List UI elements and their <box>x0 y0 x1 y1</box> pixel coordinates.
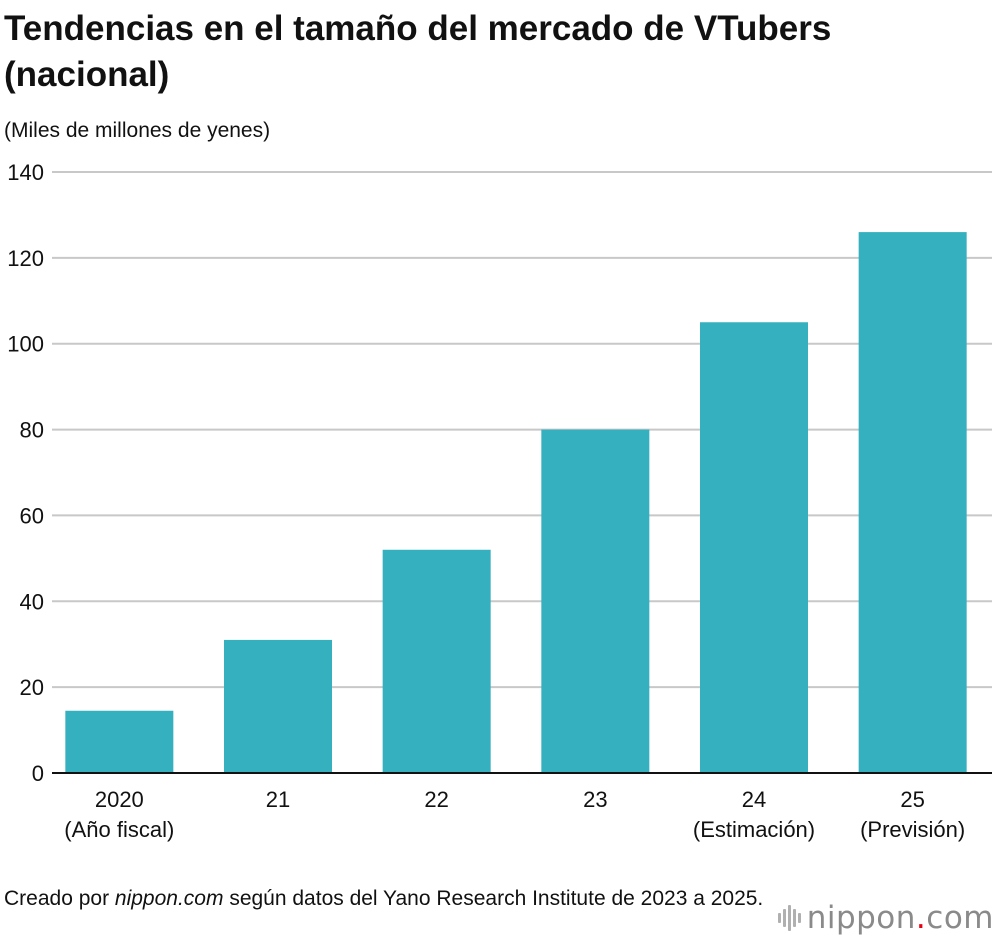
bar-3 <box>541 429 650 773</box>
y-tick-label: 0 <box>32 761 44 786</box>
x-tick-label: 24 <box>742 787 766 812</box>
chart-title: Tendencias en el tamaño del mercado de V… <box>4 9 832 94</box>
source-prefix: Creado por <box>4 887 115 910</box>
bar-0 <box>65 710 174 773</box>
y-tick-label: 60 <box>20 503 44 528</box>
x-tick-sublabel: (Año fiscal) <box>64 817 174 842</box>
x-tick-label: 23 <box>583 787 607 812</box>
x-tick-sublabel: (Estimación) <box>693 817 815 842</box>
y-tick-label: 80 <box>20 418 44 443</box>
bar-chart: 0 20 40 60 80 100 120 140 2020 (Año fiscal) 21 22 23… <box>7 160 992 842</box>
y-tick-label: 140 <box>7 160 44 185</box>
y-tick-label: 40 <box>20 589 44 614</box>
y-tick-label: 120 <box>7 246 44 271</box>
source-brand: nippon.com <box>114 887 224 910</box>
x-tick-label: 22 <box>424 787 448 812</box>
bar-4 <box>700 322 808 773</box>
source-suffix: según datos del Yano Research Institute … <box>223 887 764 910</box>
bar-5 <box>858 232 967 774</box>
x-tick-label: 2020 <box>95 787 144 812</box>
y-tick-label: 100 <box>7 332 44 357</box>
nippon-logo[interactable]: nippon.com <box>777 900 994 936</box>
logo-dot: . <box>915 900 927 936</box>
logo-tld: com <box>926 900 994 936</box>
bar-2 <box>382 549 491 773</box>
x-tick-label: 25 <box>900 787 924 812</box>
bar-1 <box>224 639 332 773</box>
x-tick-sublabel: (Previsión) <box>860 817 965 842</box>
y-axis-unit-label: (Miles de millones de yenes) <box>4 119 271 142</box>
logo-name: nippon <box>806 900 916 936</box>
y-tick-label: 20 <box>20 675 44 700</box>
x-tick-label: 21 <box>266 787 290 812</box>
nippon-logo-icon <box>777 903 801 933</box>
source-note: Creado por nippon.com según datos del Ya… <box>4 886 764 912</box>
